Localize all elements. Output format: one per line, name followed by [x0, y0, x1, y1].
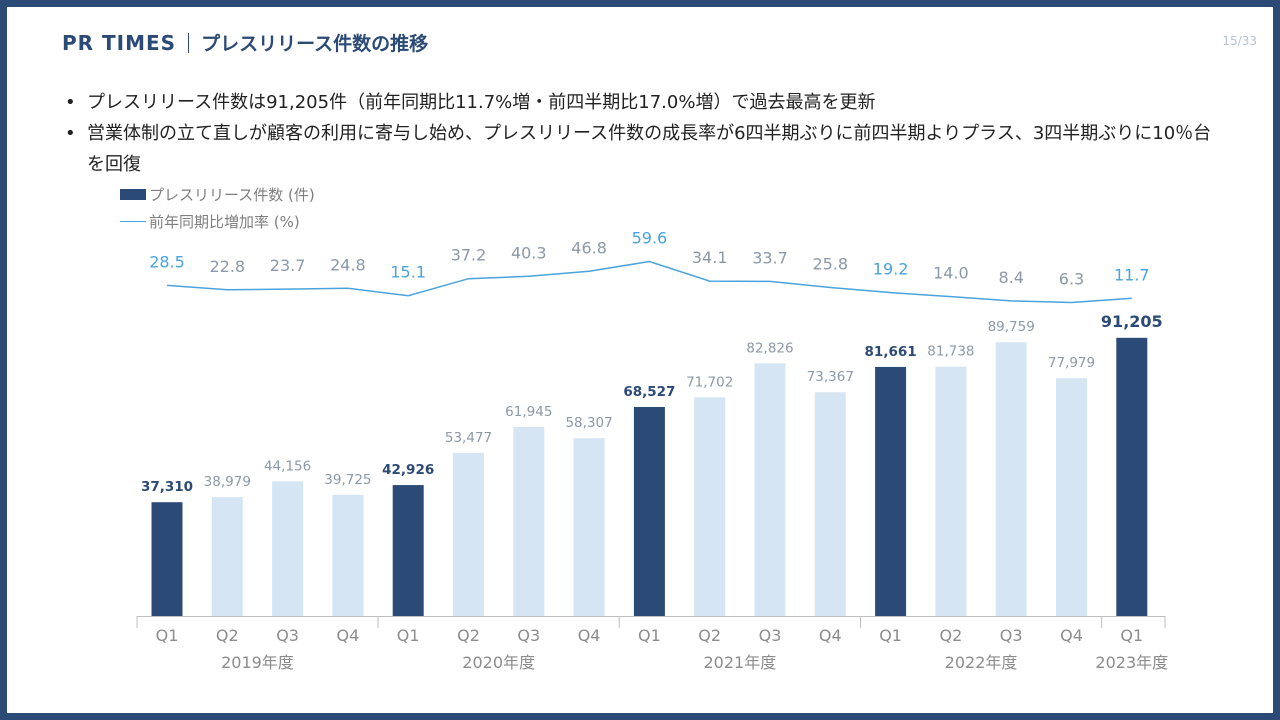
x-tick-label-1: Q1: [156, 626, 179, 645]
line-label-11: 33.7: [752, 248, 788, 267]
bar-label-17: 91,205: [1101, 312, 1163, 331]
bar-1: [151, 502, 183, 616]
bar-label-11: 82,826: [746, 340, 793, 356]
legend-label-line: 前年同期比増加率 (%): [149, 213, 300, 231]
bar-4: [332, 494, 364, 616]
bullet-dot: •: [65, 123, 76, 144]
bar-label-4: 39,725: [324, 472, 371, 488]
bar-label-8: 58,307: [565, 415, 612, 431]
bar-13: [875, 366, 907, 616]
line-label-8: 46.8: [571, 238, 607, 257]
x-tick-label-15: Q3: [1000, 626, 1023, 645]
x-tick-label-17: Q1: [1120, 626, 1143, 645]
x-tick-label-7: Q3: [517, 626, 540, 645]
bar-6: [453, 452, 484, 616]
bar-label-9: 68,527: [623, 384, 675, 400]
bullet-dot: •: [65, 92, 76, 113]
page-number: 15/33: [1222, 34, 1257, 48]
x-group-label-3: 2021年度: [703, 653, 776, 672]
bar-label-10: 71,702: [686, 374, 733, 390]
line-label-15: 8.4: [998, 268, 1023, 287]
x-group-label-2: 2020年度: [462, 653, 535, 672]
bullet-text-2: 営業体制の立て直しが顧客の利用に寄与し始め、プレスリリース件数の成長率が6四半期…: [87, 123, 1212, 175]
bar-label-16: 77,979: [1048, 355, 1095, 371]
bullet-item: • プレスリリース件数は91,205件（前年同期比11.7%増・前四半期比17.…: [65, 87, 1215, 118]
bar-2: [211, 497, 243, 616]
bullet-text-1: プレスリリース件数は91,205件（前年同期比11.7%増・前四半期比17.0%…: [87, 92, 876, 113]
bar-12: [814, 392, 846, 616]
legend-item-line: 前年同期比増加率 (%): [120, 208, 315, 235]
slide-title: プレスリリース件数の推移: [201, 33, 429, 55]
line-label-7: 40.3: [511, 243, 547, 262]
bar-7: [513, 427, 545, 616]
x-tick-label-4: Q4: [337, 626, 360, 645]
x-tick-label-3: Q3: [276, 626, 299, 645]
line-label-5: 15.1: [390, 263, 426, 282]
bar-10: [694, 397, 726, 616]
bar-label-1: 37,310: [141, 479, 193, 495]
bar-label-3: 44,156: [264, 458, 311, 474]
bar-label-2: 38,979: [204, 474, 251, 490]
line-label-4: 24.8: [330, 255, 366, 274]
bar-11: [754, 363, 786, 616]
line-label-3: 23.7: [270, 256, 306, 275]
line-label-14: 14.0: [933, 264, 969, 283]
line-label-13: 19.2: [873, 260, 909, 279]
x-group-label-5: 2023年度: [1095, 653, 1168, 672]
x-tick-label-6: Q2: [457, 626, 480, 645]
bar-label-14: 81,738: [927, 344, 974, 360]
bar-label-6: 53,477: [445, 430, 492, 446]
line-label-16: 6.3: [1059, 270, 1084, 289]
bar-8: [573, 438, 605, 616]
line-label-17: 11.7: [1114, 265, 1150, 284]
bar-14: [935, 366, 967, 616]
x-tick-label-9: Q1: [638, 626, 661, 645]
bar-label-13: 81,661: [865, 344, 917, 360]
line-label-12: 25.8: [812, 254, 848, 273]
bar-16: [1056, 378, 1087, 616]
x-tick-label-16: Q4: [1060, 626, 1083, 645]
x-tick-label-8: Q4: [578, 626, 601, 645]
legend-label-bars: プレスリリース件数 (件): [149, 186, 315, 204]
x-group-label-4: 2022年度: [945, 653, 1018, 672]
x-tick-label-14: Q2: [940, 626, 963, 645]
legend-item-bars: プレスリリース件数 (件): [120, 181, 315, 208]
header-divider: [188, 32, 190, 53]
slide-header: PR TIMES プレスリリース件数の推移: [62, 29, 428, 56]
bar-label-15: 89,759: [988, 319, 1035, 335]
x-tick-label-10: Q2: [698, 626, 721, 645]
x-tick-label-13: Q1: [879, 626, 902, 645]
line-label-9: 59.6: [632, 228, 668, 247]
growth-rate-line: [166, 260, 1132, 304]
chart-legend: プレスリリース件数 (件) 前年同期比増加率 (%): [120, 181, 315, 235]
bar-label-5: 42,926: [382, 462, 434, 478]
legend-swatch-line: [120, 221, 146, 222]
x-tick-label-5: Q1: [397, 626, 420, 645]
bar-label-7: 61,945: [505, 404, 552, 420]
bar-15: [995, 342, 1027, 616]
x-tick-label-12: Q4: [819, 626, 842, 645]
legend-swatch-bar: [120, 189, 146, 200]
brand-name: PR TIMES: [62, 30, 177, 55]
line-label-10: 34.1: [692, 248, 728, 267]
line-label-2: 22.8: [209, 257, 245, 276]
x-tick-label-11: Q3: [759, 626, 782, 645]
bar-5: [392, 485, 424, 616]
bar-9: [633, 406, 665, 616]
bar-label-12: 73,367: [807, 369, 854, 385]
line-label-1: 28.5: [149, 252, 185, 271]
x-tick-label-2: Q2: [216, 626, 239, 645]
bar-17: [1116, 337, 1148, 616]
bullet-list: • プレスリリース件数は91,205件（前年同期比11.7%増・前四半期比17.…: [65, 87, 1215, 180]
bullet-item: • 営業体制の立て直しが顧客の利用に寄与し始め、プレスリリース件数の成長率が6四…: [65, 118, 1215, 180]
line-label-6: 37.2: [451, 246, 487, 265]
bar-3: [272, 481, 304, 616]
x-group-label-1: 2019年度: [221, 653, 294, 672]
